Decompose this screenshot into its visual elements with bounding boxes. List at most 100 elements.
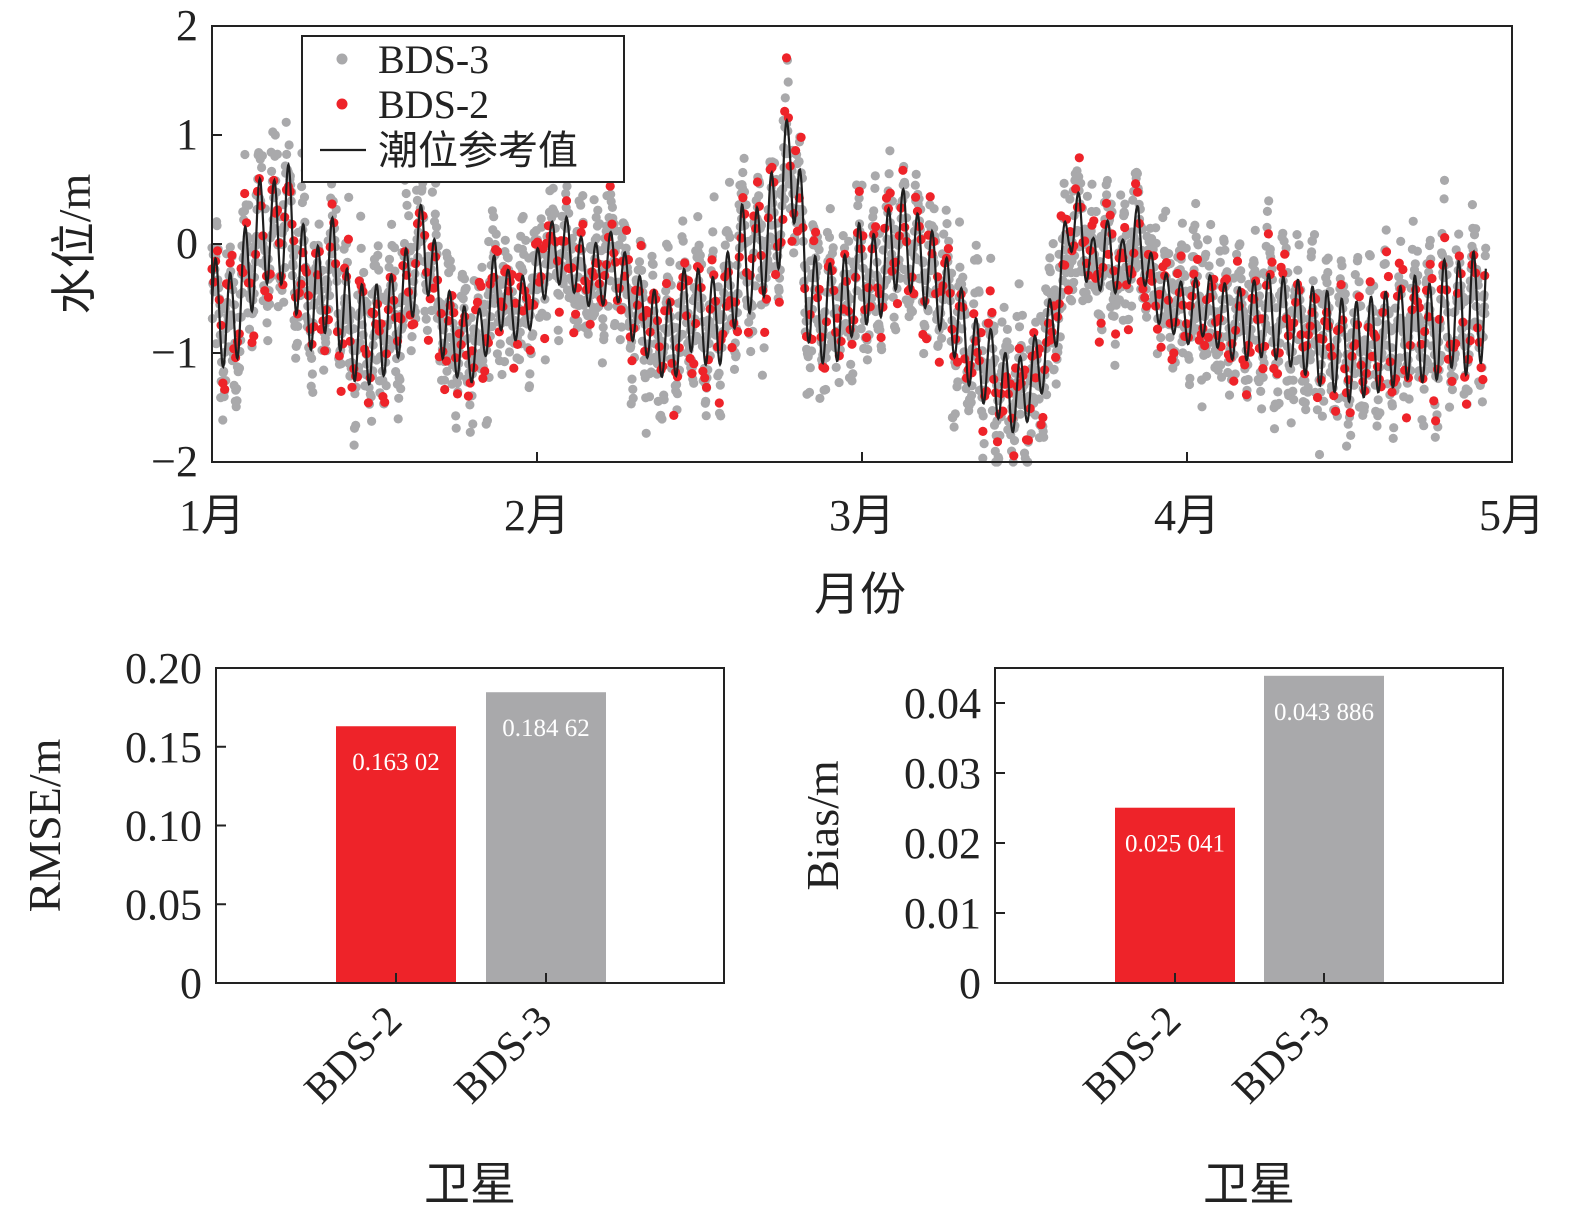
data-point-bds-2 [525, 345, 535, 355]
y-axis-title: RMSE/m [19, 738, 70, 912]
data-point-bds-3 [1216, 360, 1226, 370]
data-point-bds-3 [1372, 421, 1382, 431]
data-point-bds-3 [554, 290, 565, 300]
data-point-bds-2 [554, 307, 564, 317]
data-point-bds-3 [716, 411, 726, 421]
data-point-bds-3 [848, 369, 858, 379]
data-point-bds-3 [1185, 373, 1195, 383]
data-point-bds-3 [672, 389, 683, 399]
data-point-bds-3 [264, 299, 275, 309]
data-point-bds-3 [401, 188, 411, 199]
data-point-bds-3 [537, 222, 547, 232]
y-tick-label: 0 [959, 959, 981, 1008]
data-point-bds-3 [1467, 200, 1477, 210]
data-point-bds-3 [1454, 229, 1464, 239]
data-point-bds-2 [921, 334, 932, 344]
data-point-bds-3 [1235, 239, 1245, 249]
data-point-bds-2 [227, 250, 237, 260]
data-point-bds-3 [1002, 324, 1013, 334]
data-point-bds-2 [987, 307, 997, 318]
data-point-bds-2 [571, 309, 581, 319]
data-point-bds-2 [743, 327, 754, 337]
data-point-bds-2 [1023, 435, 1033, 445]
data-point-bds-3 [1323, 253, 1333, 263]
data-point-bds-3 [402, 200, 412, 210]
data-point-bds-2 [376, 319, 386, 329]
data-point-bds-3 [336, 359, 346, 369]
data-point-bds-3 [1269, 424, 1280, 434]
data-point-bds-3 [554, 336, 564, 346]
data-point-bds-3 [1045, 253, 1055, 263]
data-point-bds-3 [708, 227, 718, 237]
data-point-bds-3 [1222, 267, 1232, 277]
data-point-bds-3 [1202, 235, 1212, 245]
data-point-bds-3 [621, 243, 631, 253]
data-point-bds-2 [854, 186, 864, 196]
data-point-bds-3 [373, 241, 383, 251]
data-point-bds-2 [225, 258, 235, 268]
data-point-bds-3 [1439, 194, 1449, 204]
data-point-bds-3 [739, 153, 749, 163]
data-point-bds-3 [1312, 405, 1322, 415]
data-point-bds-3 [828, 243, 838, 253]
y-tick-label: 0.02 [904, 819, 981, 868]
data-point-bds-2 [760, 327, 770, 337]
data-point-bds-2 [463, 391, 473, 401]
data-point-bds-3 [907, 307, 918, 317]
data-point-bds-3 [1236, 274, 1246, 284]
data-point-bds-2 [796, 132, 806, 142]
data-point-bds-3 [1301, 405, 1311, 415]
data-point-bds-2 [925, 192, 935, 202]
data-point-bds-3 [628, 384, 638, 394]
data-point-bds-3 [846, 359, 856, 369]
data-point-bds-2 [1051, 352, 1061, 362]
data-point-bds-3 [637, 265, 647, 275]
data-point-bds-3 [1300, 376, 1310, 386]
data-point-bds-2 [1311, 294, 1321, 304]
data-point-bds-3 [344, 192, 354, 202]
data-point-bds-3 [324, 291, 335, 301]
data-point-bds-3 [578, 191, 588, 201]
data-point-bds-3 [468, 419, 478, 429]
y-tick-label: 0 [180, 959, 202, 1008]
data-point-bds-3 [746, 311, 756, 321]
data-point-bds-3 [759, 343, 769, 353]
data-point-bds-3 [486, 312, 496, 322]
data-point-bds-2 [865, 302, 875, 312]
data-point-bds-3 [671, 323, 681, 333]
y-tick-label: 0.04 [904, 679, 981, 728]
data-point-bds-2 [1096, 318, 1106, 328]
data-point-bds-3 [593, 205, 603, 215]
data-point-bds-3 [1206, 219, 1216, 230]
data-point-bds-3 [724, 177, 735, 187]
data-point-bds-3 [844, 236, 854, 246]
data-point-bds-3 [869, 206, 879, 216]
data-point-bds-2 [1431, 416, 1441, 426]
data-point-bds-3 [780, 93, 790, 103]
data-point-bds-3 [942, 219, 952, 229]
data-point-bds-3 [665, 257, 675, 267]
data-point-bds-3 [1165, 332, 1175, 342]
data-point-bds-3 [890, 224, 900, 234]
data-point-bds-2 [452, 389, 463, 399]
data-point-bds-3 [1059, 178, 1069, 188]
data-point-bds-3 [394, 393, 404, 403]
data-point-bds-3 [958, 272, 968, 282]
data-point-bds-2 [240, 188, 250, 199]
data-point-bds-2 [1434, 314, 1444, 324]
data-point-bds-3 [1408, 216, 1418, 226]
x-axis-title: 卫星 [424, 1159, 516, 1210]
data-point-bds-3 [219, 366, 229, 376]
data-point-bds-3 [979, 439, 989, 449]
data-point-bds-3 [1190, 220, 1200, 230]
data-point-bds-3 [1091, 206, 1101, 217]
data-point-bds-3 [356, 243, 366, 253]
data-point-bds-3 [1030, 410, 1040, 420]
data-point-bds-2 [440, 384, 450, 395]
data-point-bds-3 [1223, 367, 1233, 378]
data-point-bds-3 [831, 362, 841, 372]
data-point-bds-3 [451, 423, 461, 433]
data-point-bds-2 [1052, 312, 1063, 322]
data-point-bds-3 [279, 297, 289, 307]
data-point-bds-3 [1102, 175, 1112, 186]
